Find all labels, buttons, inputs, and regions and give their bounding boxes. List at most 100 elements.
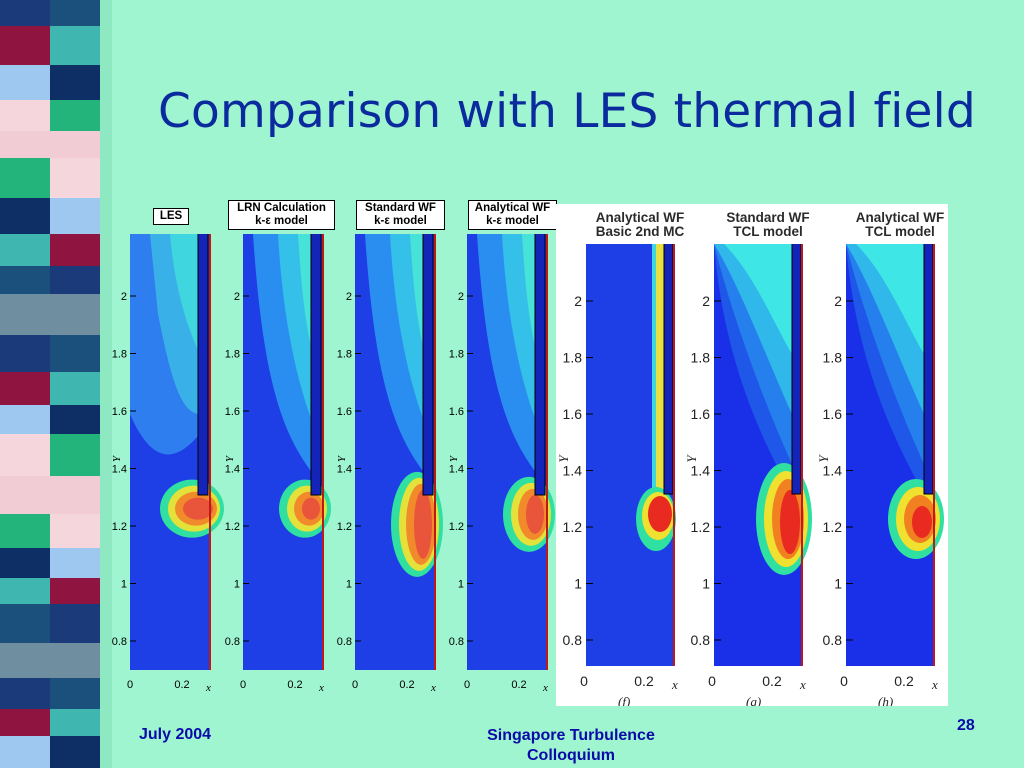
stripe-block: [50, 0, 100, 26]
panel-label-analytical-wf: Analytical WF k-ε model: [468, 200, 557, 230]
stripe-block: [50, 234, 100, 266]
stripe-block: [50, 476, 100, 514]
y-tick-label: 1.6: [449, 406, 464, 418]
stripe-block: [0, 100, 50, 131]
plate-wall: [198, 234, 208, 495]
stripe-block: [0, 372, 50, 405]
stripe-block: [0, 266, 50, 294]
y-tick-label: 1.6: [823, 406, 843, 422]
plot-tag: (f): [618, 694, 630, 706]
plume-region: [298, 234, 313, 354]
plot-title-line: Analytical WF: [856, 210, 945, 225]
y-tick-label: 1: [121, 579, 127, 591]
y-tick-label: 0.8: [563, 632, 583, 648]
slide-title: Comparison with LES thermal field: [158, 84, 976, 139]
contour-svg: 0.8 1 1.2 1.4 1.6 1.8 2 Y 0 0.2 x: [224, 234, 331, 694]
x-tick-label: 0: [240, 679, 246, 691]
stripe-block: [50, 294, 100, 335]
plot-title-line: TCL model: [865, 224, 935, 239]
panel-label-line: Analytical WF: [474, 202, 551, 214]
contour-svg: 0.8 1 1.2 1.4 1.6 1.8 2 Y 0 0.2 x: [336, 234, 443, 694]
x-axis-label: x: [671, 677, 678, 692]
plate-outline: [310, 234, 322, 496]
stripe-block: [50, 131, 100, 158]
contour-svg: 0.8 1 1.2 1.4 1.6 1.8 2 Y 0 0.2 x: [111, 234, 224, 694]
y-tick-label: 1.4: [337, 464, 352, 476]
stripe-block: [50, 26, 100, 65]
stripe-block: [0, 678, 50, 709]
tcl-comparison-panel: Analytical WF Basic 2nd MC 0.8 1 1.2 1.4 1.6 1.…: [556, 204, 948, 709]
y-axis-label: Y: [684, 454, 699, 463]
x-tick-label: 0: [840, 673, 848, 689]
y-tick-label: 1.4: [449, 464, 464, 476]
hot-region: [648, 496, 672, 532]
x-tick-label: 0.2: [399, 679, 414, 691]
plot-title-line: Analytical WF: [596, 210, 685, 225]
stripe-block: [0, 26, 50, 65]
x-tick-label: 0: [708, 673, 716, 689]
stripe-block: [50, 514, 100, 548]
plate-wall: [535, 234, 545, 495]
decorative-stripe: [0, 0, 112, 768]
y-tick-label: 1: [702, 576, 710, 592]
plot-title-line: Standard WF: [726, 210, 809, 225]
y-tick-label: 1.6: [225, 406, 240, 418]
stripe-block: [50, 65, 100, 100]
stripe-block: [0, 65, 50, 100]
y-tick-label: 1.2: [823, 519, 843, 535]
plot-title-line: Basic 2nd MC: [596, 224, 685, 239]
y-tick-label: 2: [574, 293, 582, 309]
plume-region: [856, 244, 924, 354]
y-tick-label: 0.8: [449, 636, 464, 648]
stripe-block: [0, 158, 50, 198]
panel-label-line: k-ε model: [486, 215, 539, 227]
y-tick-label: 1.2: [225, 521, 240, 533]
y-axis-label: Y: [816, 454, 831, 463]
x-axis-label: x: [931, 677, 938, 692]
y-axis-label: Y: [556, 454, 571, 463]
y-tick-label: 1: [346, 579, 352, 591]
plate-outline: [534, 234, 546, 496]
stripe-block: [0, 604, 50, 643]
stripe-block: [50, 434, 100, 476]
panel-label-line: LES: [159, 210, 183, 222]
y-tick-label: 0.8: [337, 636, 352, 648]
plume-region: [656, 244, 664, 494]
stripe-block: [50, 372, 100, 405]
x-axis-label: x: [542, 682, 548, 694]
panel-label-les: LES: [153, 208, 189, 225]
stripe-block: [0, 434, 50, 476]
hot-region: [780, 490, 800, 554]
plume-region: [410, 234, 425, 354]
y-tick-label: 1.2: [449, 521, 464, 533]
stripe-block: [50, 678, 100, 709]
stripe-block: [50, 736, 100, 768]
plate-wall: [664, 244, 673, 494]
stripe-block: [50, 266, 100, 294]
stripe-block: [50, 604, 100, 643]
stripe-block: [0, 476, 50, 514]
y-tick-label: 1.2: [112, 521, 127, 533]
y-tick-label: 0.8: [691, 632, 711, 648]
stripe-block: [50, 709, 100, 736]
y-tick-label: 2: [346, 291, 352, 303]
y-tick-label: 1.8: [449, 349, 464, 361]
panel-label-line: LRN Calculation: [237, 202, 326, 214]
stripe-block: [0, 198, 50, 234]
y-axis-label: Y: [224, 454, 236, 462]
stripe-block: [50, 198, 100, 234]
x-axis-label: x: [799, 677, 806, 692]
panel-label-lrn: LRN Calculation k-ε model: [228, 200, 335, 230]
plate-wall: [311, 234, 321, 495]
plume-region: [724, 244, 792, 354]
plate-outline: [422, 234, 434, 496]
x-axis-label: x: [205, 682, 211, 694]
x-axis-label: x: [430, 682, 436, 694]
stripe-block: [50, 548, 100, 578]
footer-date: July 2004: [139, 726, 212, 743]
y-tick-label: 1.8: [337, 349, 352, 361]
